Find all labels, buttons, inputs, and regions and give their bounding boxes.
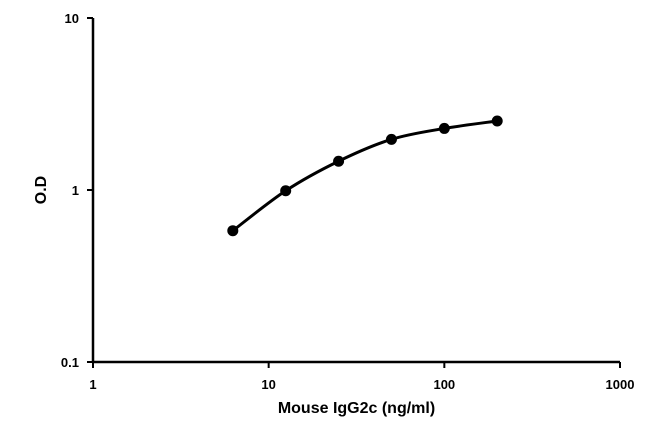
data-point-marker xyxy=(280,185,292,197)
y-tick-label: 10 xyxy=(65,11,79,26)
data-point-marker xyxy=(491,115,503,127)
x-tick-label: 100 xyxy=(433,377,455,392)
x-tick-label: 1000 xyxy=(606,377,635,392)
y-tick-label: 0.1 xyxy=(61,355,79,370)
x-tick-label: 10 xyxy=(261,377,275,392)
axes xyxy=(91,18,620,364)
y-axis-title: O.D xyxy=(33,176,50,204)
data-point-marker xyxy=(333,155,345,167)
data-point-marker xyxy=(227,225,239,237)
y-tick-label: 1 xyxy=(72,183,79,198)
x-tick-label: 1 xyxy=(89,377,96,392)
data-point-marker xyxy=(438,122,450,134)
plot-series xyxy=(227,115,503,237)
x-axis-ticks: 1 10 100 1000 xyxy=(89,362,634,392)
data-point-marker xyxy=(385,133,397,145)
y-axis-ticks: 0.1 1 10 xyxy=(61,11,93,370)
x-axis-title: Mouse IgG2c (ng/ml) xyxy=(278,400,435,417)
series-line xyxy=(231,119,499,233)
